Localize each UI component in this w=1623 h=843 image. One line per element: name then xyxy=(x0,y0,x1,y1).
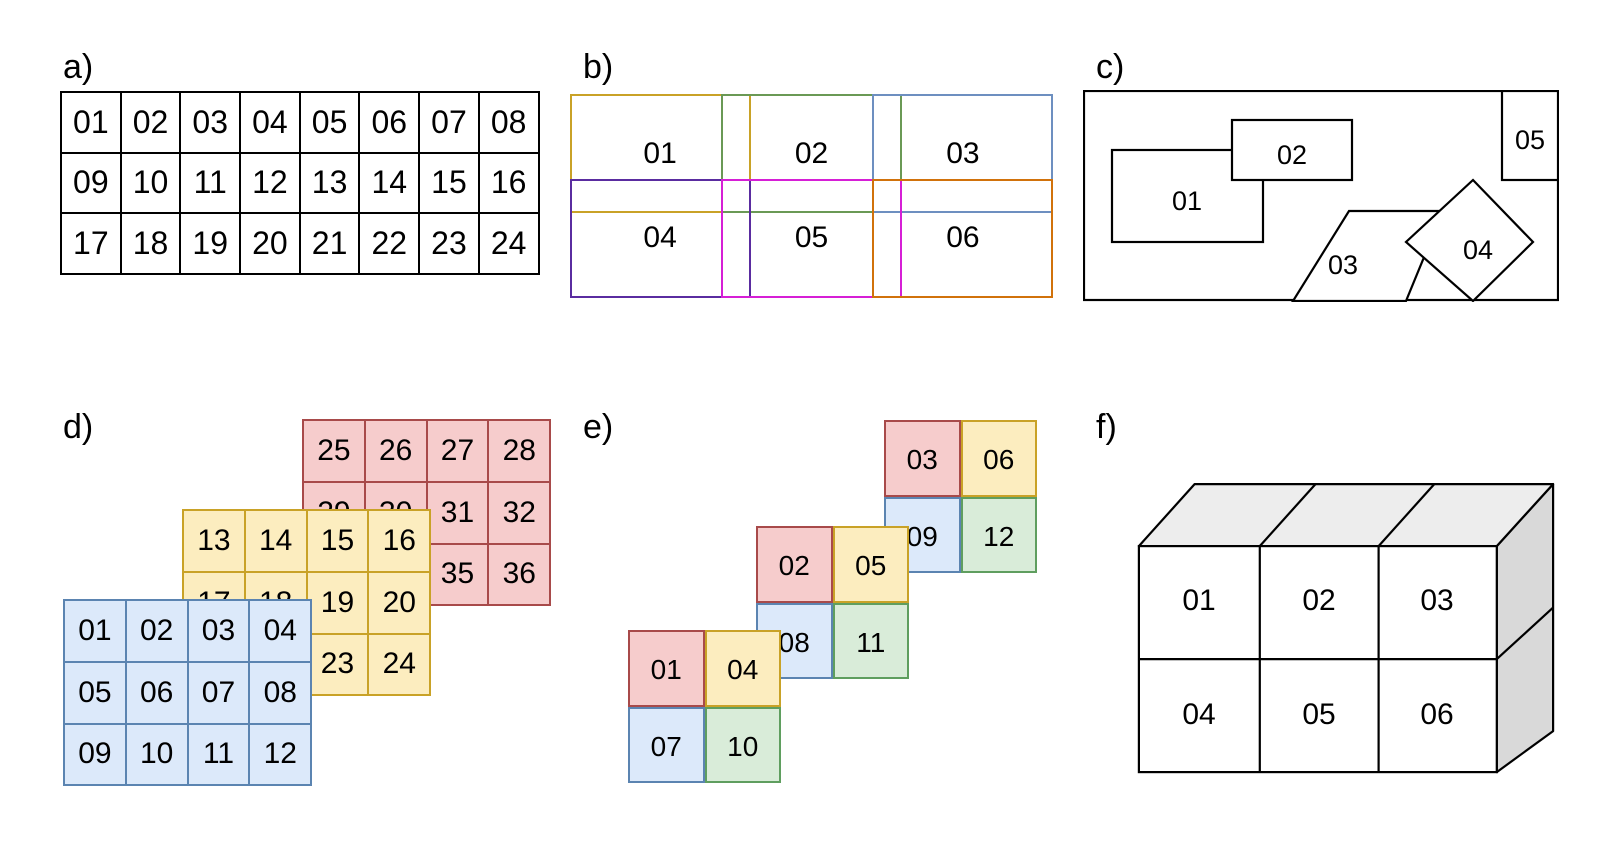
svg-text:01: 01 xyxy=(1182,584,1215,617)
svg-text:05: 05 xyxy=(1302,698,1335,731)
svg-text:04: 04 xyxy=(1463,235,1493,265)
svg-text:02: 02 xyxy=(1277,140,1307,170)
svg-text:04: 04 xyxy=(1182,698,1215,731)
svg-text:02: 02 xyxy=(1302,584,1335,617)
svg-text:03: 03 xyxy=(1420,584,1453,617)
svg-text:03: 03 xyxy=(1328,250,1358,280)
svg-text:01: 01 xyxy=(1172,186,1202,216)
svg-text:05: 05 xyxy=(1515,125,1545,155)
svg-text:06: 06 xyxy=(1420,698,1453,731)
